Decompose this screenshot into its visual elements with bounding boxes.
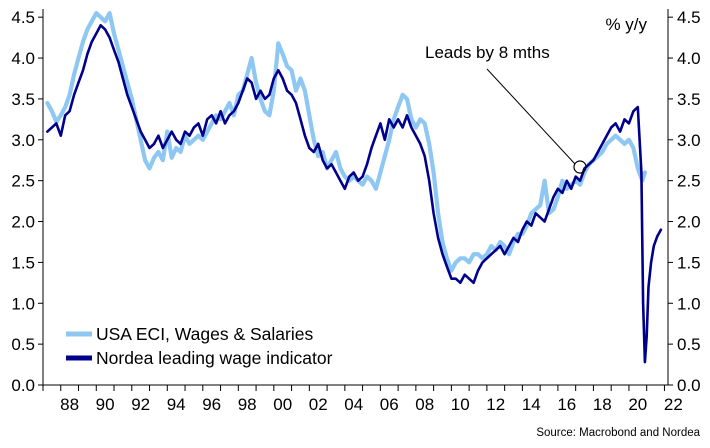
x-tick-label: 10 [451,395,470,414]
right-y-tick-label: 3.5 [677,90,701,109]
x-tick-label: 02 [309,395,328,414]
right-y-tick-label: 0.0 [677,376,701,395]
left-y-tick-label: 4.5 [11,8,35,27]
left-y-tick-label: 1.0 [11,294,35,313]
legend-label-eci: USA ECI, Wages & Salaries [96,324,313,344]
annotation-leader-line [486,68,576,165]
x-tick-label: 94 [167,395,186,414]
annotation-label: Leads by 8 mths [425,43,550,62]
right-y-tick-label: 3.0 [677,131,701,150]
x-tick-label: 88 [60,395,79,414]
right-y-tick-label: 4.5 [677,8,701,27]
x-tick-label: 20 [628,395,647,414]
x-tick-label: 22 [664,395,683,414]
left-y-tick-label: 1.5 [11,253,35,272]
x-tick-label: 08 [415,395,434,414]
series-line-usa-eci [45,11,647,273]
left-y-tick-label: 0.5 [11,335,35,354]
x-tick-label: 06 [380,395,399,414]
x-tick-label: 92 [131,395,150,414]
right-y-tick-label: 4.0 [677,49,701,68]
right-y-tick-label: 0.5 [677,335,701,354]
left-y-tick-label: 0.0 [11,376,35,395]
right-y-tick-label: 1.5 [677,253,701,272]
x-tick-label: 12 [486,395,505,414]
plot-frame [42,9,669,386]
series-layer [45,11,663,364]
x-tick-label: 04 [344,395,363,414]
right-y-tick-label: 2.0 [677,213,701,232]
x-tick-label: 14 [522,395,541,414]
unit-label: % y/y [605,15,647,34]
x-tick-label: 98 [238,395,257,414]
left-y-tick-label: 4.0 [11,49,35,68]
x-tick-label: 96 [202,395,221,414]
left-y-tick-label: 3.0 [11,131,35,150]
annotation-marker [573,160,587,174]
right-y-tick-label: 2.5 [677,172,701,191]
left-y-tick-label: 2.0 [11,213,35,232]
series-line-nordea-indicator [46,24,663,364]
legend: USA ECI, Wages & Salaries Nordea leading… [66,324,333,368]
x-tick-label: 90 [96,395,115,414]
right-y-tick-label: 1.0 [677,294,701,313]
legend-label-nordea: Nordea leading wage indicator [96,348,333,368]
x-tick-label: 18 [593,395,612,414]
left-y-tick-label: 3.5 [11,90,35,109]
annotation: Leads by 8 mths [425,43,587,174]
source-note: Source: Macrobond and Nordea [536,427,700,439]
x-axis: 88 90 92 94 96 98 00 02 04 06 08 10 12 14 16 18 20 22 [42,385,683,414]
x-tick-label: 00 [273,395,292,414]
left-y-tick-label: 2.5 [11,172,35,191]
left-y-axis: 0.0 0.5 1.0 1.5 2.0 2.5 3.0 3.5 4.0 4.5 [11,8,43,395]
right-y-axis: 0.0 0.5 1.0 1.5 2.0 2.5 3.0 3.5 4.0 4.5 [668,8,701,395]
x-tick-label: 16 [557,395,576,414]
